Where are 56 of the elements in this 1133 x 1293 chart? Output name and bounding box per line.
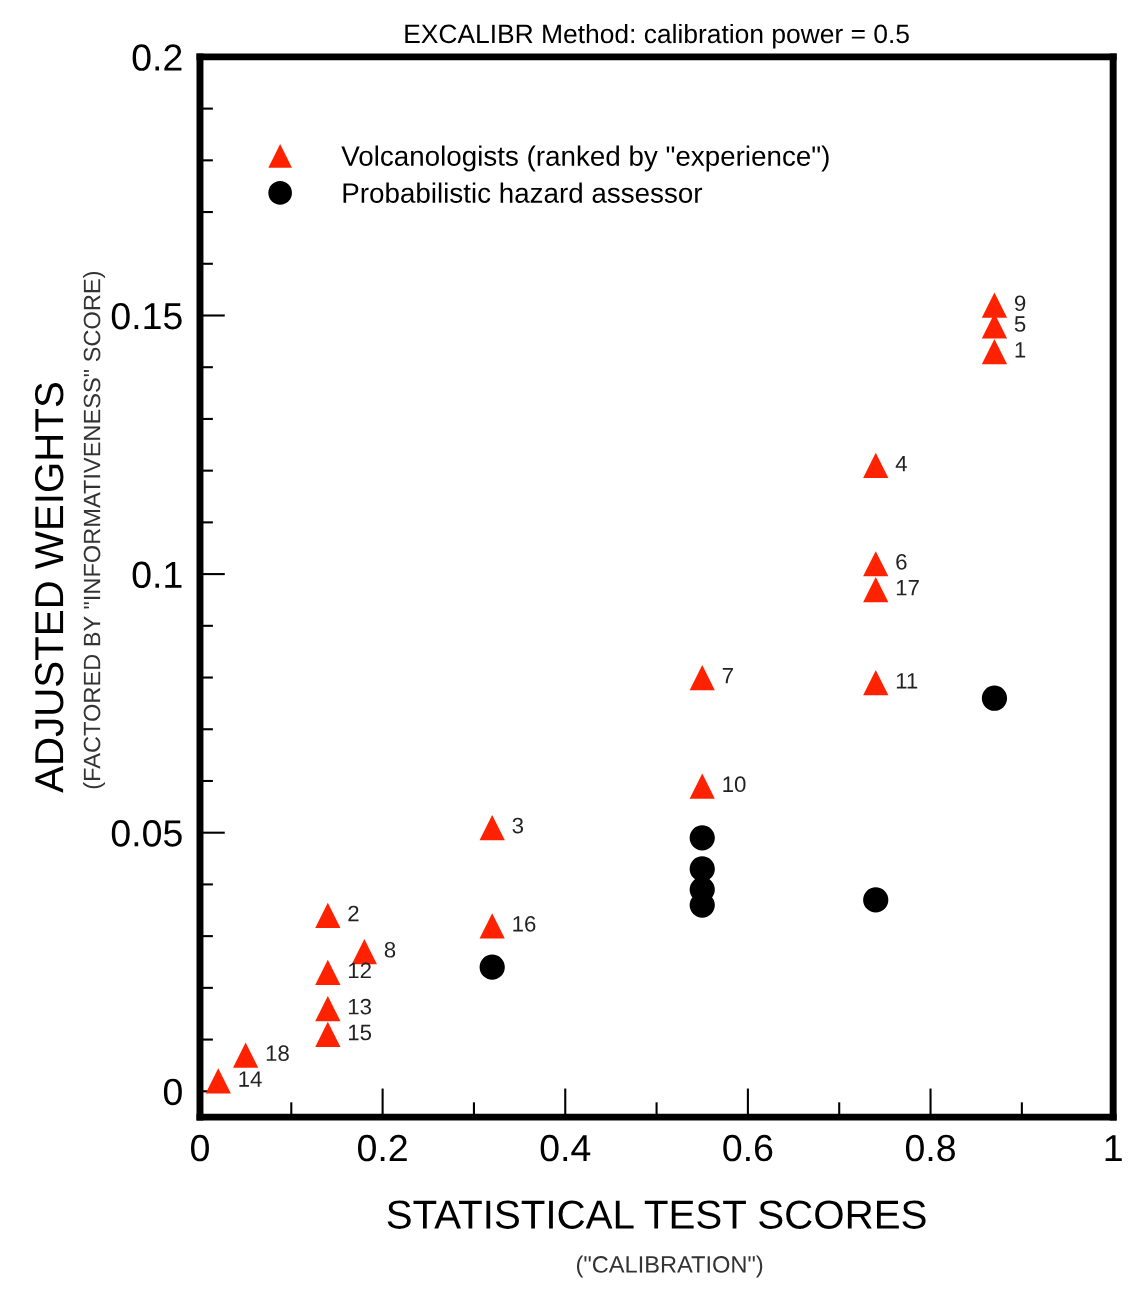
annotation: 15 — [348, 1024, 372, 1041]
annotation: 7 — [722, 667, 733, 684]
annotation: 6 — [896, 553, 907, 570]
point — [689, 825, 715, 851]
point — [863, 452, 889, 479]
annotation: 4 — [895, 455, 907, 472]
y-tick-label: 0.1 — [132, 561, 182, 589]
chart-title: EXCALIBR Method: calibration power = 0.5 — [405, 23, 909, 49]
text: (FACTORED BY "INFORMATIVENESS" SCORE) — [83, 271, 106, 789]
y-tick-label: 0.2 — [132, 44, 182, 71]
point — [479, 913, 505, 939]
x-tick-label: 0.8 — [905, 1134, 955, 1162]
point — [233, 1042, 259, 1068]
annotation: 11 — [896, 673, 918, 689]
x-tick-label: 1 — [1105, 1135, 1122, 1161]
point — [479, 954, 505, 980]
annotation: 2 — [348, 905, 359, 922]
point — [981, 339, 1008, 365]
y-tick-label: 0 — [163, 1078, 182, 1106]
point — [863, 576, 889, 603]
annotation: 10 — [723, 776, 746, 793]
point — [315, 902, 341, 929]
annotation: 1 — [1015, 342, 1026, 358]
point — [981, 685, 1008, 711]
point — [863, 887, 889, 913]
annotation: 18 — [266, 1045, 289, 1062]
text: ("CALIBRATION") — [576, 1255, 763, 1278]
point — [479, 814, 505, 841]
point — [863, 551, 889, 577]
point — [315, 995, 341, 1022]
annotation: 12 — [348, 962, 371, 979]
legend-label: Probabilistic hazard assessor — [343, 182, 703, 203]
x-tick-label: 0 — [191, 1134, 209, 1162]
annotation: 3 — [512, 817, 524, 834]
legend-label: Volcanologists (ranked by "experience") — [341, 145, 829, 172]
annotation: 13 — [348, 998, 372, 1015]
x-tick-label: 0.2 — [358, 1134, 407, 1162]
annotation: 8 — [384, 941, 396, 958]
point — [315, 959, 341, 985]
point — [315, 1021, 341, 1048]
annotation: 17 — [896, 580, 919, 596]
x-tick-label: 0.6 — [723, 1134, 773, 1162]
point — [689, 664, 715, 691]
annotation: 5 — [1014, 316, 1026, 332]
annotation: 14 — [239, 1071, 262, 1087]
x-axis-title: STATISTICAL TEST SCORES — [387, 1200, 926, 1229]
point — [689, 773, 715, 799]
point — [863, 670, 889, 696]
y-tick-label: 0.15 — [111, 302, 182, 330]
y-tick-label: 0.05 — [111, 820, 182, 847]
y-axis-title: ADJUSTED WEIGHTS — [34, 383, 64, 793]
point — [981, 292, 1008, 318]
x-tick-label: 0.4 — [540, 1134, 591, 1162]
annotation: 16 — [513, 916, 536, 932]
point — [205, 1068, 231, 1094]
annotation: 9 — [1014, 295, 1026, 312]
